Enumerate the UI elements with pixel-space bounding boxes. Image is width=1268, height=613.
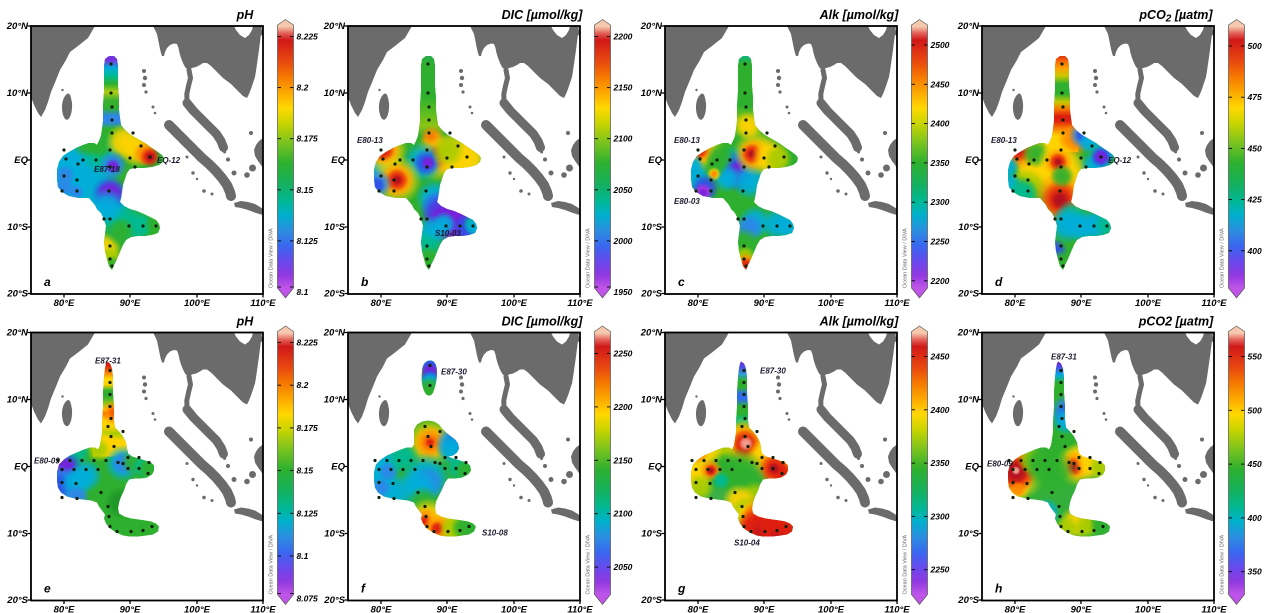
svg-text:550: 550	[1248, 352, 1262, 362]
svg-text:d: d	[995, 275, 1003, 289]
svg-text:E80-13: E80-13	[357, 136, 383, 145]
svg-text:8.225: 8.225	[297, 32, 319, 42]
svg-text:2300: 2300	[930, 197, 950, 207]
svg-text:2250: 2250	[613, 349, 633, 359]
svg-text:2250: 2250	[930, 565, 950, 575]
svg-text:1950: 1950	[614, 287, 633, 297]
svg-text:8.15: 8.15	[297, 185, 314, 195]
svg-text:2150: 2150	[613, 83, 633, 93]
svg-text:8.175: 8.175	[297, 423, 319, 433]
svg-text:2300: 2300	[930, 511, 950, 521]
svg-text:2450: 2450	[930, 352, 950, 362]
svg-text:2050: 2050	[613, 185, 633, 195]
svg-text:DIC [µmol/kg]: DIC [µmol/kg]	[502, 8, 584, 22]
svg-text:E80-13: E80-13	[674, 136, 700, 145]
svg-text:8.1: 8.1	[297, 551, 309, 561]
svg-text:E80-09: E80-09	[987, 460, 1013, 469]
svg-text:8.075: 8.075	[297, 594, 319, 604]
svg-text:350: 350	[1248, 567, 1262, 577]
svg-text:pH: pH	[236, 8, 255, 22]
svg-text:2100: 2100	[613, 134, 633, 144]
svg-text:S10-04: S10-04	[734, 539, 760, 548]
svg-text:E87-31: E87-31	[1051, 353, 1077, 362]
svg-text:2500: 2500	[930, 40, 950, 50]
svg-text:E80-09: E80-09	[34, 457, 60, 466]
svg-text:Alk [µmol/kg]: Alk [µmol/kg]	[819, 8, 900, 22]
svg-text:2350: 2350	[930, 458, 950, 468]
svg-text:8.2: 8.2	[297, 83, 309, 93]
svg-text:8.225: 8.225	[297, 338, 319, 348]
svg-text:450: 450	[1247, 459, 1262, 469]
svg-text:8.125: 8.125	[297, 236, 319, 246]
svg-text:2050: 2050	[613, 562, 633, 572]
svg-text:2200: 2200	[930, 276, 950, 286]
svg-text:400: 400	[1247, 246, 1262, 256]
svg-text:E80-13: E80-13	[991, 136, 1017, 145]
svg-text:2250: 2250	[930, 237, 950, 247]
svg-text:E87-30: E87-30	[441, 368, 467, 377]
svg-text:h: h	[995, 582, 1002, 596]
svg-text:2200: 2200	[613, 402, 633, 412]
svg-text:b: b	[361, 275, 368, 289]
svg-text:2450: 2450	[930, 79, 950, 89]
svg-text:2200: 2200	[613, 32, 633, 42]
svg-text:c: c	[678, 275, 685, 289]
svg-text:f: f	[361, 582, 366, 596]
svg-text:g: g	[677, 582, 686, 596]
svg-text:E87-30: E87-30	[760, 367, 786, 376]
svg-text:e: e	[44, 582, 51, 596]
svg-text:pCO2 [µatm]: pCO2 [µatm]	[1138, 8, 1213, 25]
svg-text:a: a	[44, 275, 51, 289]
svg-text:S10-08: S10-08	[482, 529, 508, 538]
svg-text:8.15: 8.15	[297, 466, 314, 476]
svg-text:2150: 2150	[613, 455, 633, 465]
svg-text:E87-18: E87-18	[94, 165, 120, 174]
svg-text:8.125: 8.125	[297, 508, 319, 518]
svg-text:E87-31: E87-31	[95, 357, 121, 366]
svg-text:2400: 2400	[930, 405, 950, 415]
svg-text:S10-03: S10-03	[435, 229, 461, 238]
svg-text:500: 500	[1248, 41, 1262, 51]
svg-text:Alk [µmol/kg]: Alk [µmol/kg]	[819, 315, 900, 329]
svg-text:2100: 2100	[613, 509, 633, 519]
svg-text:450: 450	[1247, 143, 1262, 153]
svg-text:E80-03: E80-03	[674, 197, 700, 206]
svg-text:2350: 2350	[930, 158, 950, 168]
svg-text:EQ-12: EQ-12	[1108, 156, 1132, 165]
svg-text:475: 475	[1247, 92, 1262, 102]
svg-text:DIC [µmol/kg]: DIC [µmol/kg]	[502, 315, 584, 329]
svg-text:500: 500	[1248, 405, 1262, 415]
svg-text:pH: pH	[236, 315, 255, 329]
svg-text:8.175: 8.175	[297, 134, 319, 144]
svg-text:2400: 2400	[930, 119, 950, 129]
svg-text:425: 425	[1247, 195, 1262, 205]
svg-text:pCO2 [µatm]: pCO2 [µatm]	[1138, 315, 1214, 329]
svg-text:EQ-12: EQ-12	[157, 156, 181, 165]
svg-text:400: 400	[1247, 513, 1262, 523]
svg-text:2000: 2000	[613, 236, 633, 246]
svg-text:8.1: 8.1	[297, 287, 309, 297]
svg-text:8.2: 8.2	[297, 380, 309, 390]
